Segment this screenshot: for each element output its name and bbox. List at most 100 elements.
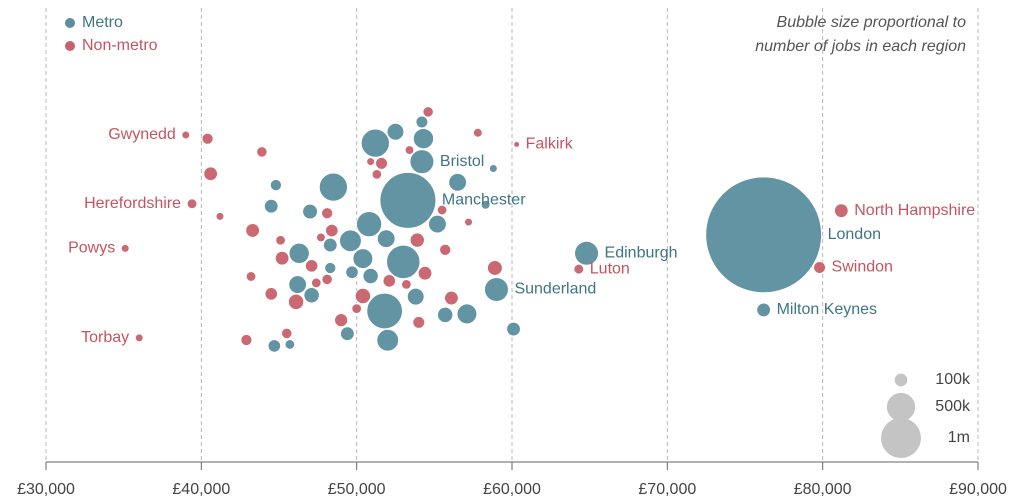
bubble <box>412 127 435 150</box>
bubble <box>422 106 434 118</box>
bubble-label: Gwynedd <box>108 126 176 143</box>
bubble <box>274 250 290 266</box>
size-legend-label: 500k <box>935 398 971 415</box>
bubble <box>436 306 454 324</box>
bubble <box>351 303 363 315</box>
bubble <box>288 275 308 294</box>
bubble <box>415 115 429 129</box>
bubble <box>506 321 521 337</box>
bubble <box>269 178 283 192</box>
bubble <box>304 259 319 273</box>
bubble <box>263 198 279 214</box>
bubble <box>120 243 130 253</box>
bubble <box>315 232 326 243</box>
bubble <box>480 199 491 210</box>
bubble <box>472 127 483 138</box>
bubble <box>302 203 319 220</box>
bubble <box>362 267 379 285</box>
size-note: number of jobs in each region <box>755 38 966 55</box>
bubble <box>186 198 198 210</box>
bubble <box>275 234 286 246</box>
bubble <box>436 204 448 216</box>
bubble <box>448 172 468 192</box>
x-tick-label: £60,000 <box>483 481 541 498</box>
bubble <box>464 217 474 227</box>
bubble <box>371 168 383 180</box>
size-note: Bubble size proportional to <box>777 14 967 31</box>
bubble <box>483 276 509 302</box>
bubble-label: London <box>828 226 881 243</box>
x-tick-label: £70,000 <box>638 481 696 498</box>
legend-swatch <box>65 18 75 28</box>
bubble-label: Powys <box>68 240 115 257</box>
bubble <box>400 279 412 290</box>
bubble <box>456 303 478 325</box>
bubble <box>303 286 320 304</box>
bubble <box>320 207 334 220</box>
bubble <box>406 287 425 306</box>
bubble <box>355 210 383 238</box>
bubble <box>404 145 415 156</box>
legend-swatch <box>65 41 75 51</box>
bubble-label: Herefordshire <box>84 195 181 212</box>
bubble <box>321 273 333 286</box>
size-legend-bubble <box>894 373 908 387</box>
bubble <box>443 290 459 306</box>
bubble-label: North Hampshire <box>854 202 975 219</box>
bubble <box>409 232 425 248</box>
size-legend-bubble <box>881 418 921 458</box>
bubble <box>284 339 296 350</box>
bubble <box>366 292 404 330</box>
bubble <box>813 261 827 275</box>
bubble <box>427 214 447 234</box>
bubble <box>488 164 498 174</box>
bubble <box>318 172 349 202</box>
bubble <box>245 271 257 282</box>
bubble-label: Falkirk <box>526 136 574 153</box>
bubble <box>334 313 349 328</box>
bubble <box>409 149 435 175</box>
bubble <box>379 171 437 229</box>
bubble <box>288 242 310 265</box>
bubble <box>376 229 396 249</box>
bubble <box>134 333 144 343</box>
bubble-label: Sunderland <box>514 281 596 298</box>
bubble <box>412 315 426 329</box>
bubble <box>322 237 338 253</box>
bubble <box>376 328 400 352</box>
bubble <box>245 223 261 238</box>
x-tick-label: £30,000 <box>17 481 75 498</box>
bubble-label: Luton <box>590 260 630 277</box>
bubble <box>513 141 521 148</box>
bubble <box>375 156 389 170</box>
bubble-label: Swindon <box>832 259 893 276</box>
bubble <box>310 277 322 289</box>
bubble <box>324 223 339 238</box>
bubble <box>756 302 772 318</box>
bubble-label: Edinburgh <box>605 244 678 261</box>
x-tick-label: £40,000 <box>172 481 230 498</box>
x-tick-label: £50,000 <box>328 481 386 498</box>
bubble-label: Milton Keynes <box>777 301 878 318</box>
bubble <box>386 244 421 280</box>
bubble <box>267 339 282 353</box>
x-tick-label: £80,000 <box>794 481 852 498</box>
bubble <box>386 122 405 141</box>
bubble <box>486 259 503 276</box>
bubble <box>833 203 849 219</box>
size-legend-label: 100k <box>935 371 971 388</box>
bubble <box>338 229 362 253</box>
bubble <box>352 248 374 270</box>
bubble <box>345 265 359 280</box>
bubble <box>324 261 337 275</box>
bubble <box>705 176 823 294</box>
size-legend-bubble <box>886 392 916 422</box>
legend-label: Non-metro <box>82 37 158 54</box>
bubble-label: Torbay <box>81 329 129 346</box>
bubble <box>360 128 390 158</box>
bubble <box>181 130 191 140</box>
bubble-label: Bristol <box>440 153 484 170</box>
bubble <box>339 326 355 342</box>
bubble <box>382 274 397 288</box>
bubble <box>203 166 219 182</box>
